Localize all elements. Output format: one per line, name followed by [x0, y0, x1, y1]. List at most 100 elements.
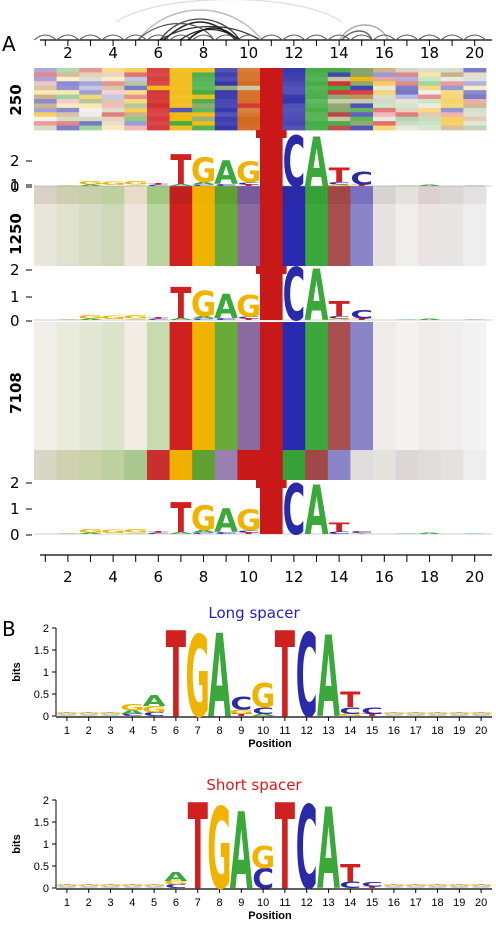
logo-letter-C: C: [78, 886, 100, 887]
heat-cell: [373, 450, 396, 480]
heat-cell: [327, 112, 351, 118]
heat-cell: [282, 81, 306, 87]
heat-cell: [214, 121, 238, 126]
heat-cell: [147, 116, 170, 122]
logo-letter-A: A: [305, 124, 329, 202]
logo-letter-G: G: [191, 151, 216, 191]
heat-cell: [440, 85, 464, 91]
logo-letter-A: A: [77, 887, 101, 888]
heat-cell: [237, 322, 261, 480]
logo-letter-A: A: [230, 791, 253, 914]
logo-letter-T: T: [148, 183, 169, 185]
heat-cell: [147, 90, 170, 95]
heat-cell: [101, 186, 125, 266]
heat-cell: [350, 450, 374, 480]
y-tick-label: 0.5: [34, 689, 49, 701]
heat-cell: [282, 76, 306, 82]
y-tick-label: 0.5: [34, 861, 49, 873]
heat-cell: [395, 121, 419, 126]
heat-cell: [34, 85, 57, 91]
logo-letter-C: C: [283, 255, 306, 338]
heat-cell: [440, 112, 464, 118]
heat-cell: [169, 121, 193, 126]
heat-cell: [147, 322, 170, 480]
logo-letter-T: T: [170, 494, 191, 543]
logo-letter-C: C: [350, 168, 373, 188]
logo-letter-T: T: [166, 608, 186, 745]
heat-cell: [101, 107, 125, 113]
logo-letter-C: C: [237, 530, 260, 533]
heat-cell: [350, 99, 374, 104]
x-tick-label: 4: [129, 725, 135, 737]
heat-cell: [237, 107, 261, 113]
logo-ytick: 0: [10, 526, 20, 544]
logo-letter-A: A: [124, 319, 148, 320]
x-tick-label: 18: [431, 897, 443, 909]
top-tick-label: 2: [63, 44, 73, 62]
heat-cell: [463, 121, 487, 126]
logo-letter-A: A: [208, 609, 231, 743]
heat-cell: [124, 450, 148, 480]
x-tick-label: 6: [173, 725, 179, 737]
heat-cell: [124, 81, 148, 87]
logo-letter-G: G: [164, 880, 188, 886]
logo-letter-T: T: [329, 165, 350, 188]
heat-cell: [56, 107, 80, 113]
logo-letter-A: A: [143, 692, 167, 710]
heat-cell: [237, 76, 261, 82]
heat-cell: [56, 76, 80, 82]
heat-cell: [237, 116, 261, 122]
heat-cell: [305, 85, 329, 91]
heat-cell: [147, 125, 170, 131]
logo-ytick: 2: [10, 152, 20, 170]
heat-cell: [305, 90, 329, 95]
heat-cell: [169, 72, 193, 78]
heat-cell: [463, 94, 487, 100]
top-scallop: [56, 34, 80, 41]
heat-cell: [124, 107, 148, 113]
heat-cell: [463, 112, 487, 118]
heat-cell: [192, 76, 216, 82]
heat-cell: [147, 186, 170, 266]
logo-letter-G: G: [142, 885, 166, 887]
heat-cell: [124, 99, 148, 104]
heat-cell: [395, 72, 419, 78]
logo-ytick: 2: [10, 261, 20, 279]
logo-letter-T: T: [340, 860, 361, 888]
heat-cell: [440, 90, 464, 95]
logo-letter-A: A: [382, 715, 406, 716]
logo-letter-C: C: [383, 714, 405, 715]
heat-cell: [56, 322, 80, 480]
heat-cell: [350, 186, 374, 266]
heat-cell: [56, 94, 80, 100]
logo-letter-C: C: [215, 317, 238, 320]
logo-letter-C: C: [121, 886, 143, 887]
heat-cell: [147, 103, 170, 109]
heat-cell: [34, 72, 57, 78]
heat-cell: [237, 186, 261, 266]
heatmap-row-1250: [34, 186, 487, 266]
top-scallop: [124, 34, 148, 41]
top-tick-label: 10: [239, 44, 258, 62]
heat-cell: [101, 85, 125, 91]
heat-cell: [101, 112, 125, 118]
top-tick-label: 16: [375, 44, 394, 62]
logo-letter-G: G: [236, 157, 261, 191]
heat-cell: [327, 107, 351, 113]
heat-cell: [237, 81, 261, 87]
logo-letter-G: G: [236, 505, 261, 539]
heat-cell: [214, 85, 238, 91]
x-tick-label: 8: [216, 897, 222, 909]
heat-cell: [440, 322, 464, 480]
logo-letter-A: A: [418, 533, 442, 535]
bottom-tick-label: 8: [199, 568, 209, 586]
heat-cell: [373, 94, 396, 100]
heat-cell: [192, 121, 216, 126]
logo-letter-G: G: [78, 529, 103, 534]
heat-cell: [305, 72, 329, 78]
logo-letter-G: G: [55, 885, 79, 887]
heat-cell: [395, 186, 419, 204]
top-scallop: [79, 34, 102, 41]
heat-cell: [79, 85, 103, 91]
